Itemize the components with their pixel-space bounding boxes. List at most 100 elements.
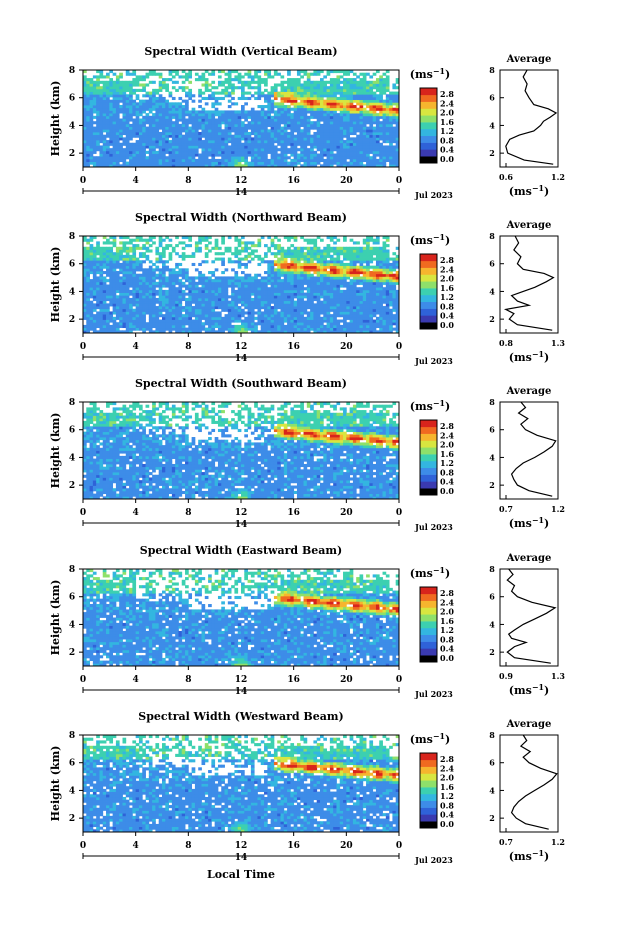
heatmap-cell xyxy=(346,143,350,146)
heatmap-cell xyxy=(136,239,140,242)
heatmap-cell xyxy=(274,92,278,95)
heatmap-cell xyxy=(392,132,396,135)
heatmap-cell xyxy=(165,293,169,296)
heatmap-cell xyxy=(373,100,377,103)
heatmap-cell xyxy=(287,113,291,116)
heatmap-cell xyxy=(218,113,222,116)
heatmap-cell xyxy=(96,75,100,78)
colorbar-tick-label: 0.4 xyxy=(440,145,454,155)
heatmap-cell xyxy=(188,276,192,279)
heatmap-cell xyxy=(99,102,103,105)
heatmap-cell xyxy=(228,137,232,140)
heatmap-cell xyxy=(241,110,245,113)
average-y-tick-label: 2 xyxy=(489,148,495,158)
heatmap-cell xyxy=(142,143,146,146)
heatmap-cell xyxy=(386,154,390,157)
heatmap-cell xyxy=(274,285,278,288)
heatmap-cell xyxy=(103,279,107,282)
heatmap-cell xyxy=(126,309,130,312)
heatmap-cell xyxy=(360,94,364,97)
heatmap-cell xyxy=(152,293,156,296)
heatmap-cell xyxy=(169,252,173,255)
heatmap-cell xyxy=(86,110,90,113)
heatmap-cell xyxy=(195,290,199,293)
heatmap-cell xyxy=(211,314,215,317)
heatmap-cell xyxy=(307,260,311,263)
heatmap-cell xyxy=(182,306,186,309)
heatmap-cell xyxy=(234,271,238,274)
heatmap-cell xyxy=(284,252,288,255)
heatmap-cell xyxy=(188,295,192,298)
heatmap-cell xyxy=(169,154,173,157)
heatmap-cell xyxy=(313,116,317,119)
heatmap-cell xyxy=(116,252,120,255)
heatmap-cell xyxy=(290,322,294,325)
heatmap-cell xyxy=(290,121,294,124)
heatmap-cell xyxy=(264,293,268,296)
heatmap-cell xyxy=(109,132,113,135)
heatmap-cell xyxy=(231,276,235,279)
heatmap-cell xyxy=(195,249,199,252)
heatmap-cell xyxy=(132,290,136,293)
heatmap-cell xyxy=(271,86,275,89)
heatmap-cell xyxy=(211,137,215,140)
heatmap-cell xyxy=(271,148,275,151)
heatmap-cell xyxy=(369,159,373,162)
heatmap-cell xyxy=(327,73,331,76)
heatmap-cell xyxy=(83,317,87,320)
heatmap-cell xyxy=(211,317,215,320)
heatmap-cell xyxy=(261,105,265,108)
heatmap-cell xyxy=(182,145,186,148)
heatmap-cell xyxy=(360,83,364,86)
heatmap-cell xyxy=(198,298,202,301)
heatmap-cell xyxy=(116,298,120,301)
heatmap-cell xyxy=(198,290,202,293)
heatmap-cell xyxy=(251,293,255,296)
heatmap-cell xyxy=(149,328,153,331)
heatmap-cell xyxy=(241,154,245,157)
heatmap-cell xyxy=(257,287,261,290)
heatmap-cell xyxy=(267,279,271,282)
heatmap-cell xyxy=(376,113,380,116)
heatmap-cell xyxy=(356,145,360,148)
heatmap-cell xyxy=(205,143,209,146)
heatmap-cell xyxy=(241,86,245,89)
heatmap-cell xyxy=(284,105,288,108)
heatmap-cell xyxy=(93,100,97,103)
heatmap-cell xyxy=(93,108,97,111)
heatmap-cell xyxy=(238,311,242,314)
heatmap-cell xyxy=(234,309,238,312)
heatmap-cell xyxy=(228,94,232,97)
heatmap-cell xyxy=(231,311,235,314)
heatmap-cell xyxy=(221,298,225,301)
heatmap-cell xyxy=(271,75,275,78)
heatmap-cell xyxy=(300,320,304,323)
heatmap-cell xyxy=(363,100,367,103)
heatmap-cell xyxy=(205,317,209,320)
heatmap-cell xyxy=(139,148,143,151)
heatmap-cell xyxy=(254,322,258,325)
heatmap-cell xyxy=(379,100,383,103)
heatmap-cell xyxy=(205,247,209,250)
heatmap-cell xyxy=(113,154,117,157)
heatmap-cell xyxy=(241,94,245,97)
heatmap-cell xyxy=(185,268,189,271)
heatmap-cell xyxy=(287,81,291,84)
heatmap-cell xyxy=(109,320,113,323)
heatmap-cell xyxy=(103,145,107,148)
heatmap-cell xyxy=(225,132,229,135)
heatmap-cell xyxy=(198,306,202,309)
heatmap-cell xyxy=(182,258,186,261)
heatmap-cell xyxy=(86,140,90,143)
heatmap-cell xyxy=(205,293,209,296)
heatmap-cell xyxy=(244,247,248,250)
heatmap-cell xyxy=(106,148,110,151)
heatmap-cell xyxy=(379,156,383,159)
heatmap-cell xyxy=(86,156,90,159)
heatmap-cell xyxy=(195,244,199,247)
heatmap-cell xyxy=(119,86,123,89)
heatmap-cell xyxy=(218,143,222,146)
heatmap-cell xyxy=(159,276,163,279)
heatmap-cell xyxy=(162,102,166,105)
heatmap-cell xyxy=(139,121,143,124)
